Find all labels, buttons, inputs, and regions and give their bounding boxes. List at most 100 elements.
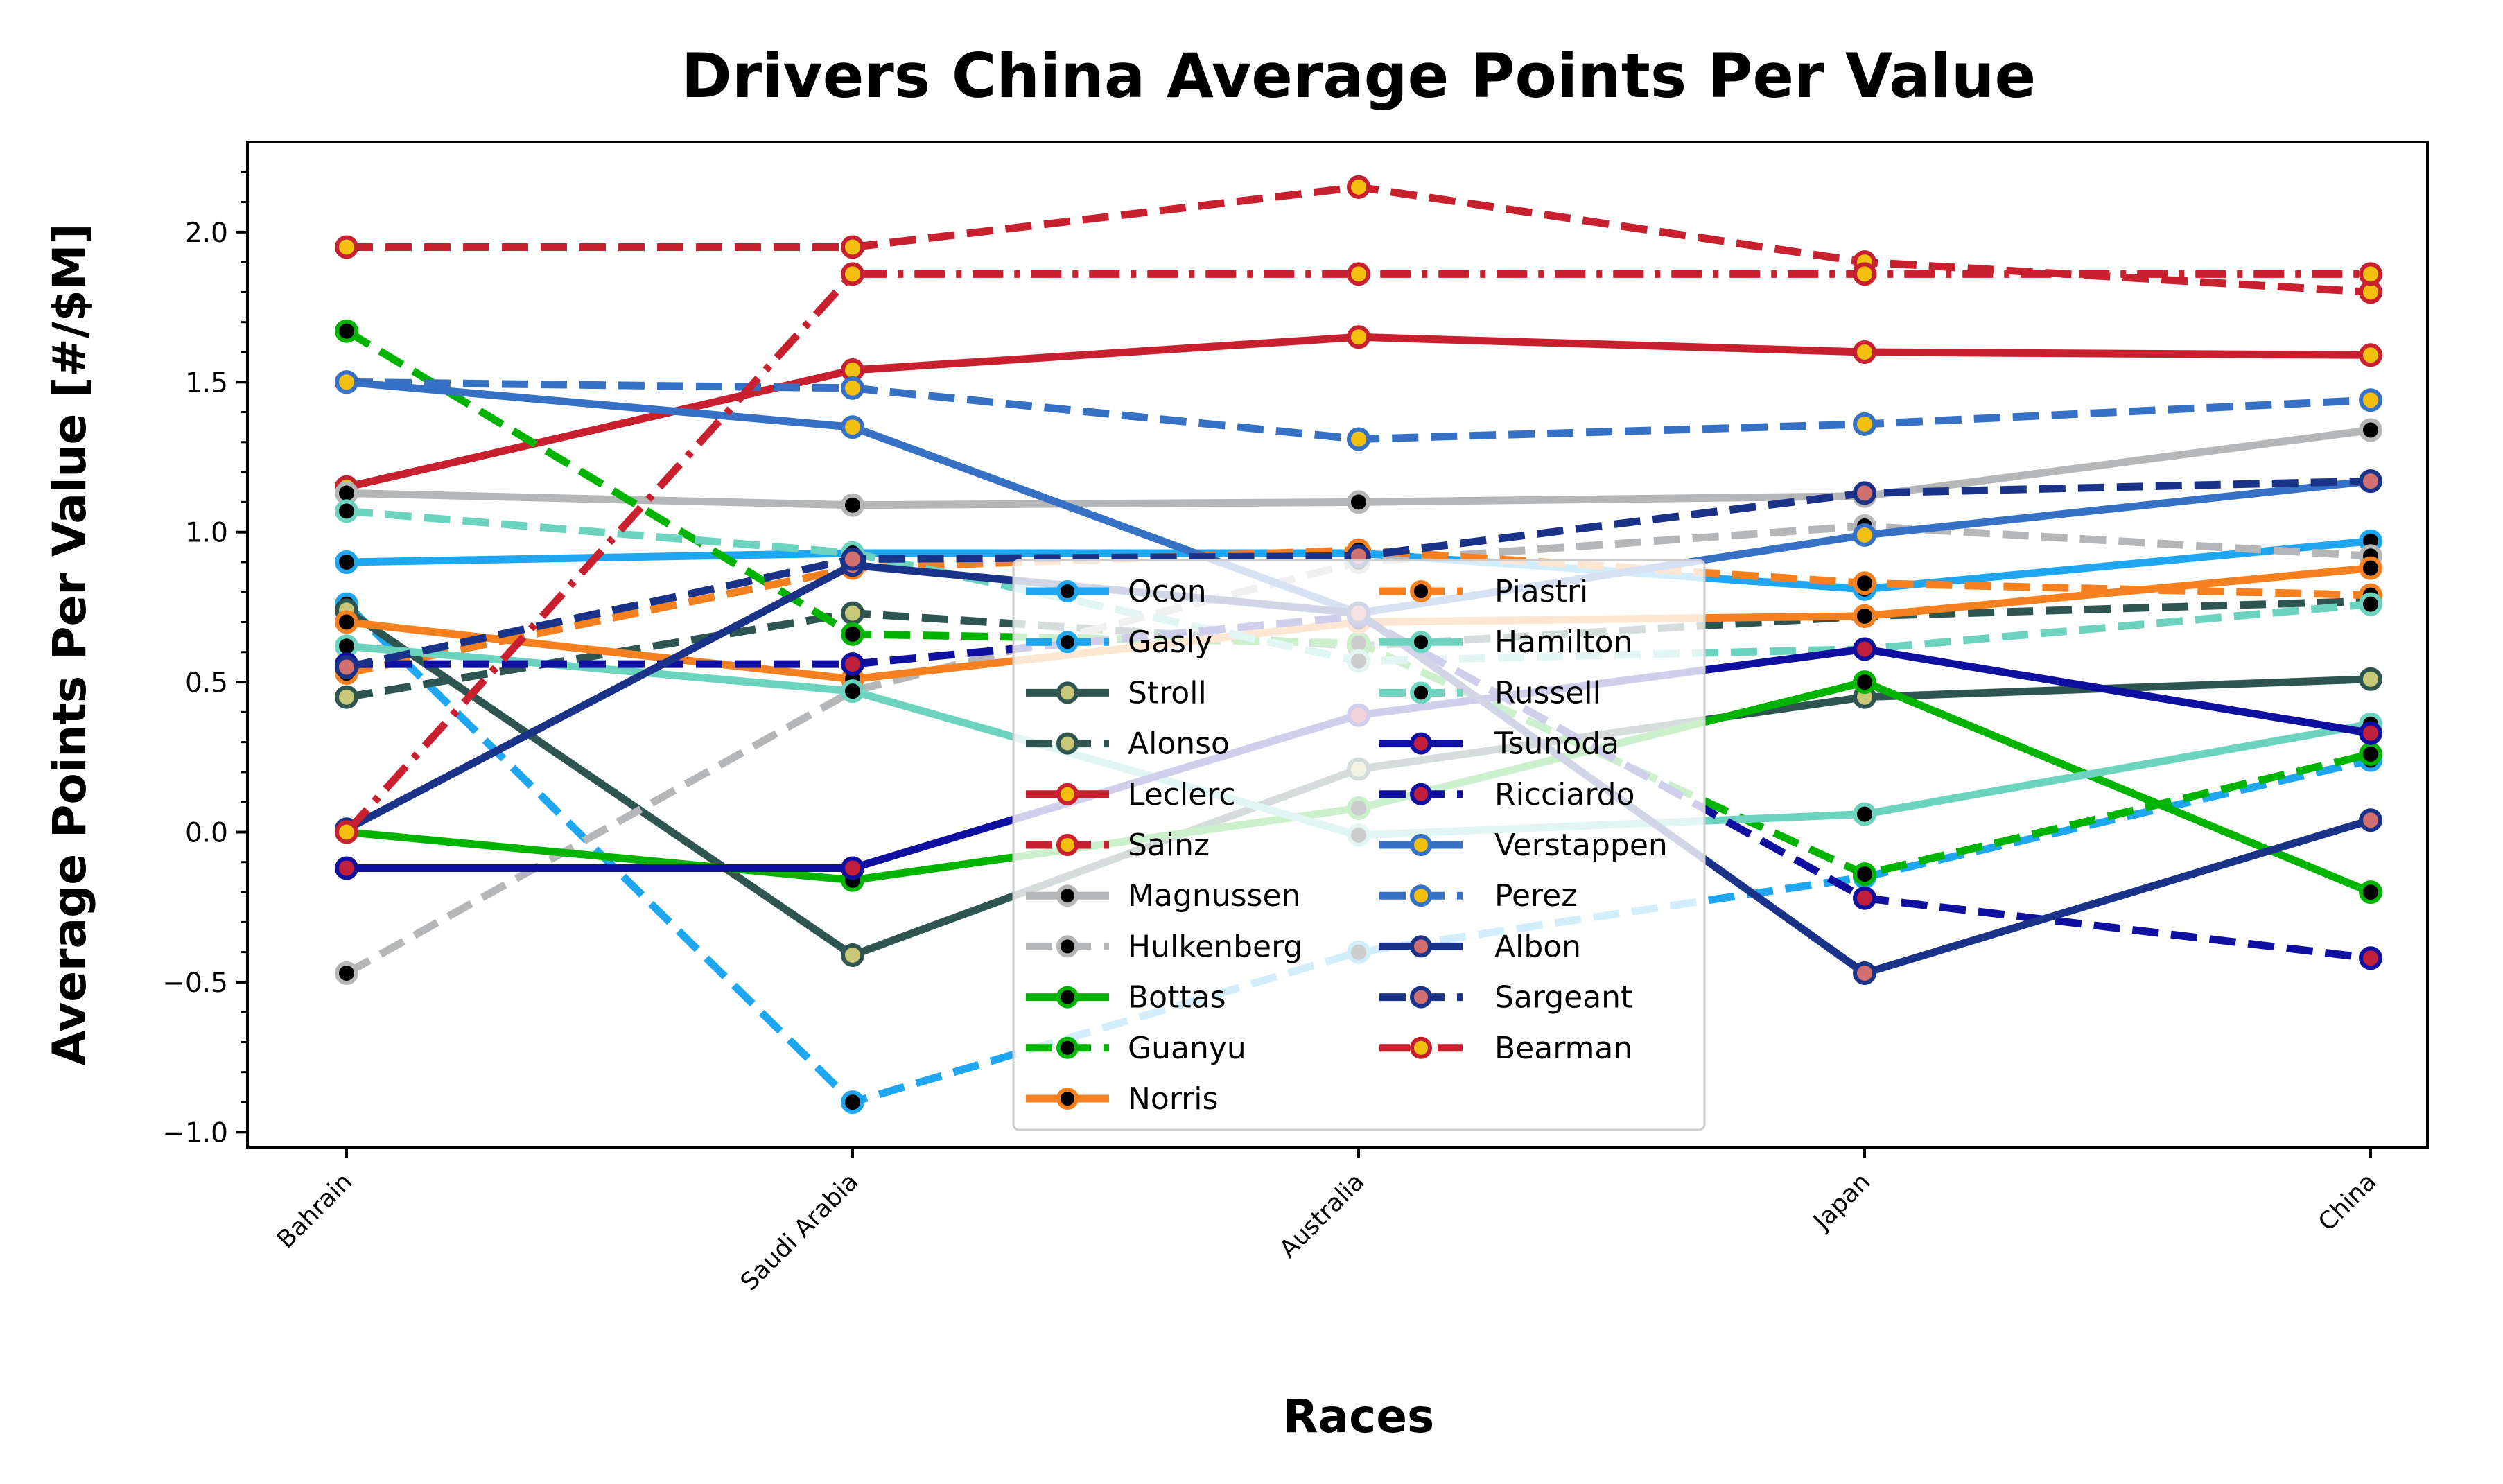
data-point [335,961,358,985]
data-point [1347,490,1370,514]
legend-item: Sainz [1026,828,1210,863]
x-axis-label: Races [1283,1390,1435,1443]
y-tick-label: 0.0 [185,818,228,849]
data-point [2359,592,2382,616]
legend-marker [1056,884,1079,907]
x-tick-label: China [2313,1168,2382,1237]
x-tick-label: Japan [1808,1168,1876,1237]
series-line [344,601,2372,1106]
legend: Ocon Gasly Stroll Alonso Leclerc Sainz Magnuss… [1012,559,1706,1131]
legend-marker [1056,935,1079,958]
legend-item: Leclerc [1026,777,1236,812]
legend-item: Guanyu [1026,1031,1246,1066]
legend-marker [1056,1088,1079,1110]
legend-label: Sainz [1128,828,1210,863]
data-point [1853,604,1876,628]
data-point [841,679,864,704]
data-point [841,415,864,439]
legend-label: Magnussen [1128,878,1300,914]
legend-label: Hulkenberg [1128,929,1302,964]
legend-label: Alonso [1128,726,1230,762]
legend-marker [1410,580,1432,602]
data-point [335,499,358,523]
legend-item: Perez [1379,878,1577,914]
y-tick-label: −0.5 [162,968,228,999]
data-point [335,685,358,709]
legend-marker [1410,783,1432,805]
legend-item: Hamilton [1379,625,1632,660]
legend-item: Tsunoda [1379,726,1619,762]
legend-marker [1410,1036,1432,1059]
legend-marker [1056,631,1079,654]
legend-item: Verstappen [1379,828,1668,863]
legend-item: Bearman [1379,1031,1632,1066]
legend-marker [1410,732,1432,755]
legend-marker [1056,783,1079,805]
legend-item: Ricciardo [1379,777,1635,812]
data-point [1853,961,1876,985]
legend-label: Guanyu [1128,1031,1246,1066]
data-point [841,376,864,400]
series-line [343,270,2371,835]
data-point [1347,262,1370,286]
legend-item: Alonso [1026,726,1230,762]
legend-marker [1056,834,1079,856]
data-point [335,319,358,343]
legend-marker [1056,986,1079,1009]
y-axis: −1.0 −0.5 0.0 0.5 1.0 1.5 2.0 [162,171,247,1149]
data-point [335,856,358,880]
legend-box [1012,559,1706,1131]
data-point [841,943,864,967]
legend-item: Hulkenberg [1026,929,1302,964]
y-tick-label: 2.0 [185,218,228,249]
legend-label: Perez [1494,878,1577,914]
data-point [335,610,358,634]
data-point [335,550,358,574]
data-point [1853,670,1876,695]
legend-item: Bottas [1026,980,1226,1015]
legend-label: Bottas [1128,980,1226,1015]
data-point [335,820,358,844]
data-point [1347,325,1370,349]
data-point [1853,523,1876,547]
data-point [1853,481,1876,505]
legend-item: Ocon [1026,574,1207,609]
data-point [2359,667,2382,691]
data-point [1347,427,1370,451]
legend-label: Gasly [1128,625,1212,660]
legend-item: Albon [1379,929,1581,964]
data-point [2359,946,2382,970]
legend-marker [1410,631,1432,654]
data-point [2359,388,2382,412]
data-point [841,622,864,646]
legend-item: Piastri [1379,574,1588,609]
x-tick-label: Bahrain [272,1168,358,1254]
legend-label: Albon [1494,929,1581,964]
legend-marker [1410,681,1432,704]
legend-label: Hamilton [1494,625,1632,660]
legend-label: Ocon [1128,574,1207,609]
y-tick-label: 0.5 [185,667,228,699]
legend-marker [1056,580,1079,602]
x-axis: Bahrain Saudi Arabia Australia Japan China [272,1147,2382,1296]
data-point [1853,262,1876,286]
data-point [1853,802,1876,826]
y-tick-label: −1.0 [162,1117,228,1149]
data-point [841,856,864,880]
data-point [841,601,864,625]
legend-item: Norris [1026,1081,1218,1117]
data-point [841,547,864,571]
legend-item: Magnussen [1026,878,1300,914]
legend-marker [1056,732,1079,755]
series-perez [335,370,2382,451]
data-point [2359,880,2382,905]
data-point [2359,742,2382,766]
y-axis-label: Average Points Per Value [#/$M] [43,223,96,1065]
data-point [2359,469,2382,494]
data-point [841,652,864,676]
data-point [1347,175,1370,199]
plot-frame [246,141,2429,1149]
legend-marker [1410,834,1432,856]
legend-marker [1056,1036,1079,1059]
